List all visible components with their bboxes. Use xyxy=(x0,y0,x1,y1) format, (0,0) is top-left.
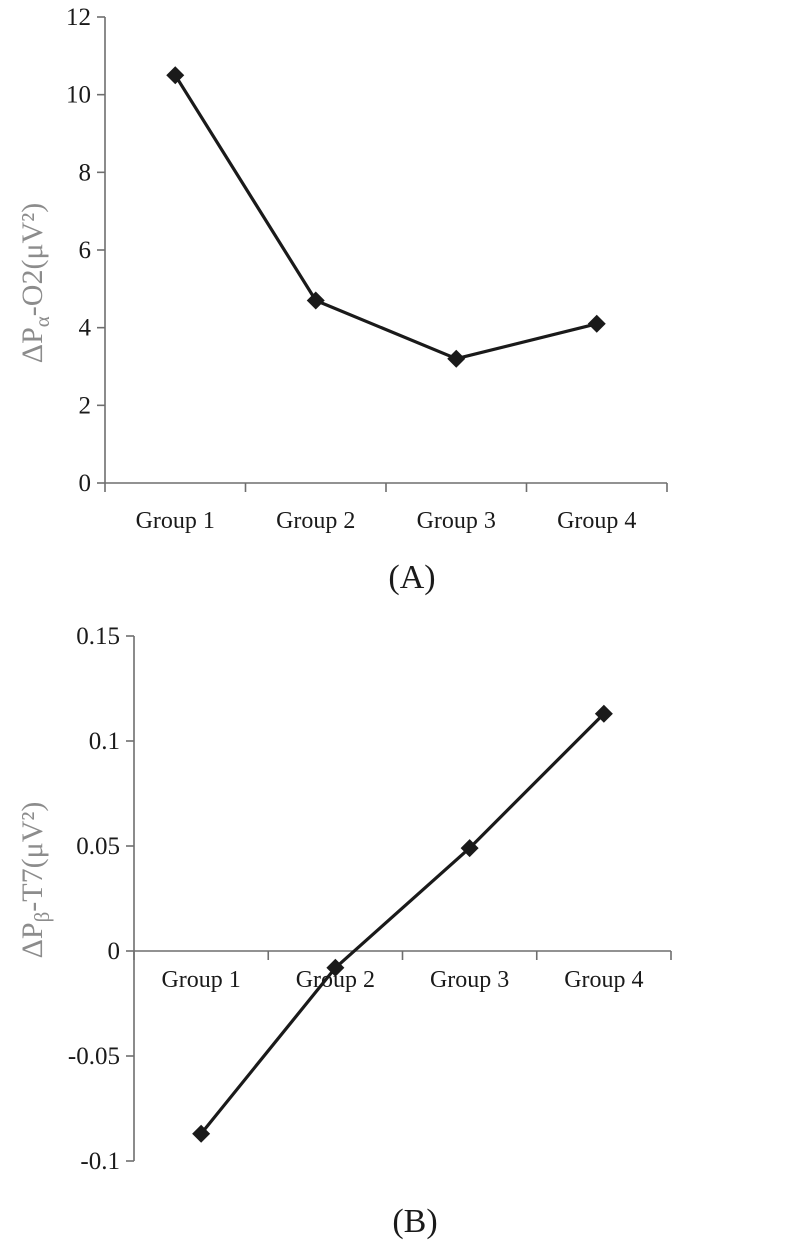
x-axis-ticks xyxy=(133,951,672,960)
data-point-marker xyxy=(594,704,613,723)
y-tick-labels: -0.1 -0.05 0 0.05 0.1 0.15 xyxy=(68,623,120,1175)
y-tick-label: 0 xyxy=(108,938,121,965)
chart-panel-a: 0 2 4 6 8 10 12 Group 1 Group 2 Group 3 Group 4 Δ… xyxy=(16,4,668,596)
y-tick-label: 0.05 xyxy=(76,833,120,860)
y-axis-ticks xyxy=(97,16,105,484)
x-category-label: Group 1 xyxy=(136,508,215,534)
data-point-marker xyxy=(447,349,466,368)
data-point-marker xyxy=(192,1124,211,1143)
data-points xyxy=(166,66,606,368)
y-tick-label: 8 xyxy=(79,159,92,186)
y-axis-title-prefix: ΔP xyxy=(16,327,49,363)
data-point-marker xyxy=(306,291,325,310)
y-axis-ticks xyxy=(126,635,134,1162)
panel-label: (A) xyxy=(388,559,435,596)
data-point-marker xyxy=(460,839,479,858)
x-axis-ticks xyxy=(104,483,668,492)
series-line xyxy=(173,74,598,361)
y-tick-label: -0.05 xyxy=(68,1043,120,1070)
series-line xyxy=(199,712,606,1135)
data-points xyxy=(192,704,613,1143)
y-tick-label: 10 xyxy=(66,82,91,109)
x-category-label: Group 4 xyxy=(557,508,636,534)
x-category-label: Group 2 xyxy=(276,508,355,534)
y-axis-title-subscript: α xyxy=(30,316,54,327)
data-point-marker xyxy=(587,314,606,333)
y-axis-title-subscript: β xyxy=(30,912,54,923)
x-category-labels: Group 1 Group 2 Group 3 Group 4 xyxy=(136,508,637,534)
y-tick-label: 0 xyxy=(79,470,92,497)
y-tick-label: 6 xyxy=(79,237,92,264)
y-tick-label: 0.15 xyxy=(76,623,120,650)
x-category-label: Group 4 xyxy=(564,967,643,993)
data-point-marker xyxy=(166,66,185,85)
y-tick-label: 0.1 xyxy=(89,728,120,755)
data-point-marker xyxy=(326,958,345,977)
y-tick-label: 2 xyxy=(79,392,92,419)
panel-label: (B) xyxy=(392,1203,437,1240)
y-tick-label: -0.1 xyxy=(80,1148,120,1175)
y-axis-title-suffix: -O2(μV²) xyxy=(16,203,49,316)
y-axis-title: ΔPβ-T7(μV²) xyxy=(16,802,54,959)
y-tick-label: 12 xyxy=(66,4,91,31)
x-category-label: Group 3 xyxy=(430,967,509,993)
y-tick-label: 4 xyxy=(79,315,92,342)
x-category-labels: Group 1 Group 2 Group 3 Group 4 xyxy=(161,967,643,993)
y-axis-title: ΔPα-O2(μV²) xyxy=(16,203,54,363)
y-axis-title-suffix: -T7(μV²) xyxy=(16,802,49,912)
y-axis-title-prefix: ΔP xyxy=(16,922,49,958)
x-category-label: Group 3 xyxy=(417,508,496,534)
y-tick-labels: 0 2 4 6 8 10 12 xyxy=(66,4,92,497)
x-category-label: Group 1 xyxy=(161,967,240,993)
